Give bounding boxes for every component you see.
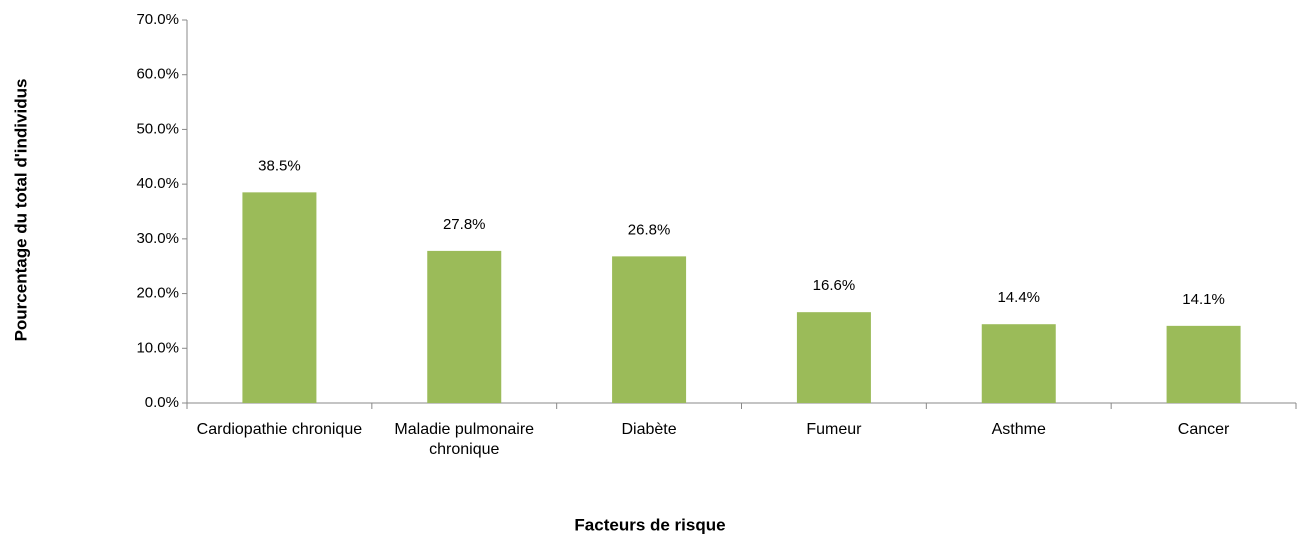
y-tick-label: 70.0% [136,11,179,28]
y-tick-label: 20.0% [136,285,179,302]
y-tick-label: 50.0% [136,120,179,137]
value-label: 26.8% [628,221,671,238]
bar [612,256,687,403]
x-tick-label: Fumeur [806,421,862,438]
bar [1166,325,1241,403]
value-label: 14.4% [997,289,1040,306]
y-tick-label: 60.0% [136,66,179,83]
x-tick-label: Diabète [621,421,677,438]
value-label: 38.5% [258,157,301,174]
x-tick-label: Maladie pulmonaire chronique [394,421,535,458]
x-axis-title: Facteurs de risque [574,515,725,534]
bar [242,192,317,403]
x-tick-label: Cancer [1177,421,1230,438]
bar [427,250,502,403]
bar [981,324,1056,403]
value-label: 16.6% [813,277,856,294]
y-axis-title: Pourcentage du total d'individus [11,79,30,342]
y-tick-label: 0.0% [145,394,179,411]
y-tick-label: 40.0% [136,175,179,192]
y-tick-label: 10.0% [136,339,179,356]
x-tick-label: Cardiopathie chronique [196,421,363,438]
y-tick-label: 30.0% [136,230,179,247]
value-label: 27.8% [443,216,486,233]
bar [796,312,871,403]
x-tick-label: Asthme [991,421,1046,438]
value-label: 14.1% [1182,291,1225,308]
